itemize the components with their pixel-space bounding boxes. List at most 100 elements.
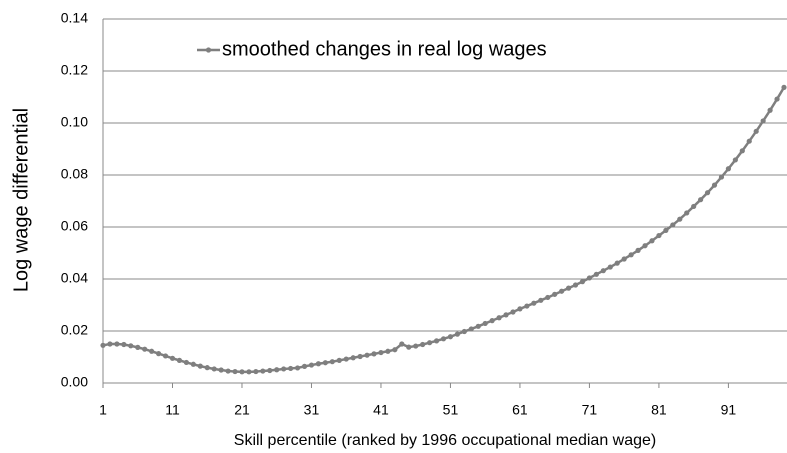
y-tick-label: 0.02: [61, 322, 88, 338]
data-point: [392, 347, 398, 353]
data-point: [329, 359, 335, 365]
data-point: [322, 360, 328, 366]
data-point: [420, 341, 426, 348]
legend-marker: [205, 47, 212, 53]
data-point: [614, 260, 620, 266]
y-tick-label: 0.06: [61, 218, 88, 234]
y-tick-label: 0.14: [61, 10, 88, 26]
data-point: [475, 323, 481, 329]
data-point: [482, 320, 488, 327]
data-point: [406, 344, 412, 350]
data-point: [155, 351, 162, 357]
x-tick-label: 31: [304, 402, 320, 418]
data-point: [440, 336, 447, 342]
data-point: [385, 348, 391, 354]
y-tick-label: 0.10: [61, 114, 88, 130]
data-point: [600, 268, 606, 274]
data-point: [183, 359, 189, 366]
x-tick-label: 1: [99, 402, 107, 418]
data-point: [267, 367, 273, 374]
x-tick-label: 41: [373, 402, 389, 418]
x-tick-label: 71: [582, 402, 598, 418]
data-point: [691, 203, 697, 210]
data-point: [461, 328, 467, 335]
data-point: [725, 166, 732, 172]
data-point: [684, 210, 690, 216]
data-point: [315, 361, 322, 367]
data-point: [336, 357, 342, 363]
data-point: [767, 107, 773, 113]
data-point: [774, 96, 780, 102]
data-point: [371, 351, 377, 357]
data-point: [121, 341, 127, 348]
data-point: [538, 297, 544, 303]
x-tick-label: 21: [234, 402, 250, 418]
data-point: [239, 369, 245, 375]
data-point: [454, 331, 460, 337]
data-point: [698, 197, 704, 203]
y-tick-label: 0.00: [61, 374, 88, 390]
data-point: [190, 361, 196, 367]
data-point: [718, 174, 725, 180]
data-point: [135, 344, 141, 350]
data-point: [399, 341, 405, 347]
data-point: [642, 243, 648, 249]
data-point: [607, 264, 613, 270]
data-point: [649, 238, 655, 244]
data-point: [545, 294, 551, 301]
legend-text: smoothed changes in real log wages: [222, 38, 547, 60]
data-point: [100, 342, 106, 348]
data-point: [760, 118, 766, 124]
x-tick-label: 11: [165, 402, 180, 418]
data-point: [510, 309, 516, 315]
data-point: [114, 341, 120, 347]
data-point: [489, 318, 495, 324]
data-point: [677, 216, 683, 222]
y-axis-title: Log wage differential: [10, 108, 32, 292]
data-point: [281, 366, 287, 372]
data-point: [552, 291, 558, 297]
x-tick-label: 51: [443, 402, 459, 418]
data-point: [343, 356, 349, 362]
data-point: [579, 279, 586, 285]
data-point: [746, 138, 752, 144]
data-point: [739, 148, 745, 154]
data-point: [413, 343, 419, 349]
data-point: [107, 341, 113, 347]
data-point: [169, 355, 176, 361]
data-point: [142, 346, 148, 352]
data-point: [593, 271, 599, 277]
data-point: [378, 349, 384, 356]
data-point: [468, 326, 474, 332]
data-point: [572, 282, 579, 288]
data-point: [524, 303, 530, 309]
data-point: [204, 365, 210, 371]
x-axis-title: Skill percentile (ranked by 1996 occupat…: [234, 432, 656, 449]
data-point: [176, 357, 183, 363]
data-point: [663, 227, 669, 233]
data-point: [503, 312, 509, 318]
data-point: [427, 340, 433, 346]
data-point: [732, 157, 738, 163]
data-point: [225, 368, 231, 374]
data-point: [197, 363, 203, 369]
data-point: [246, 369, 252, 375]
data-point: [288, 365, 294, 372]
data-point: [162, 353, 169, 359]
data-point: [531, 300, 537, 306]
data-point: [253, 368, 259, 375]
data-point: [635, 247, 641, 253]
data-point: [447, 334, 454, 340]
data-point: [628, 252, 634, 258]
data-point: [670, 222, 676, 228]
data-point: [621, 256, 627, 262]
data-point: [496, 315, 502, 321]
data-point: [711, 182, 718, 188]
data-point: [656, 232, 662, 239]
data-point: [232, 368, 238, 375]
data-point: [704, 190, 711, 196]
data-point: [433, 338, 440, 344]
data-point: [218, 367, 224, 373]
data-point: [517, 306, 523, 312]
data-point: [294, 365, 301, 371]
